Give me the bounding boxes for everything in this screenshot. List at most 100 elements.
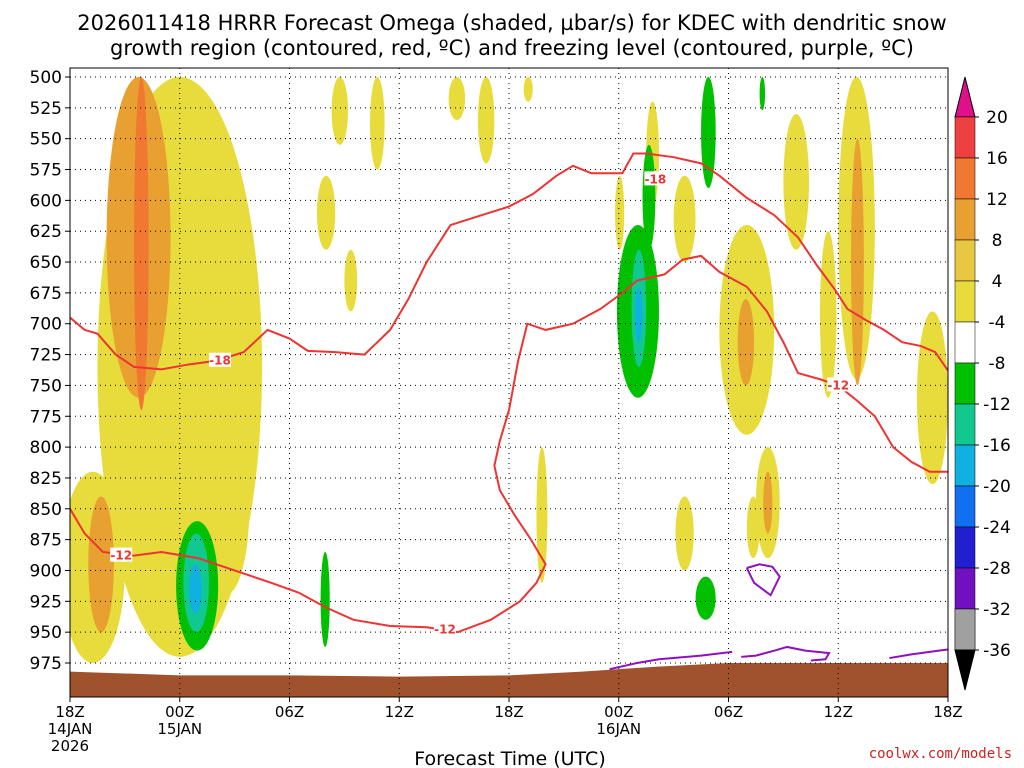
y-tick-label: 825 [30,469,62,489]
colorbar-label: -12 [983,395,1011,415]
terrain-ground [70,663,948,682]
x-tick-date: 16JAN [596,720,641,738]
x-tick-date: 14JAN [48,720,93,738]
omega-shade-region [448,77,466,121]
colorbar-swatch [954,239,976,282]
colorbar-label: -32 [983,600,1011,620]
omega-shade-region [188,564,202,614]
colorbar-swatch [954,526,976,569]
freezing-level-contour [745,563,781,597]
x-tick-label: 06Z [275,703,304,721]
dgz-contour-label-bg [644,171,667,186]
omega-shade-region [536,447,548,583]
colorbar-swatch [954,198,976,241]
credit-text: coolwx.com/models [869,746,1012,762]
colorbar-swatch [954,444,976,487]
dgz-contour-label-bg [110,547,133,562]
y-tick-label: 600 [30,191,62,211]
dgz-contour-line [70,254,948,634]
x-tick-label: 12Z [385,703,414,721]
omega-shade-region [851,138,864,386]
freezing-level-contour [889,648,948,660]
freezing-level-contour [741,645,831,662]
y-tick-label: 700 [30,315,62,335]
dgz-contour-label: -18 [209,354,231,368]
omega-shade-region [316,175,336,250]
y-tick-label: 800 [30,438,62,458]
omega-shade-region [320,551,330,647]
x-tick-year: 2026 [51,737,89,755]
plot-content: -18 -12 -18 -12 -12 [70,68,948,697]
y-tick-label: 675 [30,284,62,304]
omega-shade-region [759,77,766,111]
colorbar-label: 12 [986,190,1008,210]
colorbar-swatch [954,485,976,528]
omega-shade-region [675,496,694,571]
x-axis-label: Forecast Time (UTC) [414,748,605,768]
omega-shade-region [369,77,385,170]
chart-title-line-1: 2026011418 HRRR Forecast Omega (shaded, … [77,11,946,35]
dgz-contour-label-bg [208,352,231,367]
x-tick-label: 18Z [494,703,523,721]
colorbar-swatch [954,567,976,610]
y-tick-label: 775 [30,407,62,427]
y-tick-label: 750 [30,376,62,396]
dgz-contour-label: -12 [827,378,849,392]
chart-title-line-2: growth region (contoured, red, ºC) and f… [110,36,914,60]
omega-shade-region [737,299,755,386]
omega-shade-region [344,249,358,312]
omega-shade-region [763,471,773,534]
dgz-contour-label-bg [433,621,456,636]
y-tick-label: 500 [30,68,62,88]
y-tick-label: 575 [30,161,62,181]
dgz-contour-label: -18 [644,172,666,186]
omega-shade-region [695,576,716,620]
x-tick-label: 00Z [165,703,194,721]
x-tick-label: 00Z [604,703,633,721]
colorbar-top-arrow [954,76,976,118]
colorbar-label: -28 [983,559,1011,579]
x-tick-label: 12Z [824,703,853,721]
colorbar-bottom-arrow [954,649,976,691]
y-tick-label: 550 [30,130,62,150]
colorbar-swatch [954,321,976,364]
omega-shade-region [701,77,716,189]
colorbar-label: -4 [989,313,1006,333]
y-tick-label: 625 [30,222,62,242]
colorbar-label: 20 [986,108,1008,128]
colorbar-swatch [954,157,976,200]
x-tick-date: 15JAN [157,720,202,738]
colorbar-label: -24 [983,518,1011,538]
y-tick-label: 950 [30,623,62,643]
omega-shade-region [635,286,643,343]
dgz-contour-label: -12 [434,623,456,637]
omega-shade-region [88,496,114,633]
y-tick-label: 525 [30,99,62,119]
dgz-contour-label-bg [827,377,850,392]
colorbar: 20 16 12 8 4 -4 -8 -12 -16 -20 -24 -28 -32 -36 [954,76,1011,691]
y-tick-label: 900 [30,561,62,581]
omega-shade-region [477,77,495,164]
freezing-level-contour [609,650,733,671]
plot-area: -18 -12 -18 -12 -12 500 525 550 575 600 625 650 675 7… [30,67,963,755]
y-tick-label: 925 [30,592,62,612]
omega-shade-region [783,114,809,250]
y-tick-label: 650 [30,253,62,273]
colorbar-swatch [954,403,976,446]
omega-shade-region [523,77,533,102]
colorbar-swatch [954,280,976,323]
colorbar-label: 16 [986,149,1008,169]
y-tick-label: 725 [30,346,62,366]
omega-shade-region [746,496,760,559]
colorbar-swatch [954,608,976,651]
omega-shade-region [642,144,656,250]
colorbar-swatch [954,116,976,159]
x-tick-label: 18Z [55,703,84,721]
omega-shade-region [673,175,696,263]
x-tick-label: 06Z [714,703,743,721]
omega-shade-region [819,231,837,398]
colorbar-label: 8 [992,231,1003,251]
colorbar-label: -16 [983,436,1011,456]
colorbar-label: -20 [983,477,1011,497]
